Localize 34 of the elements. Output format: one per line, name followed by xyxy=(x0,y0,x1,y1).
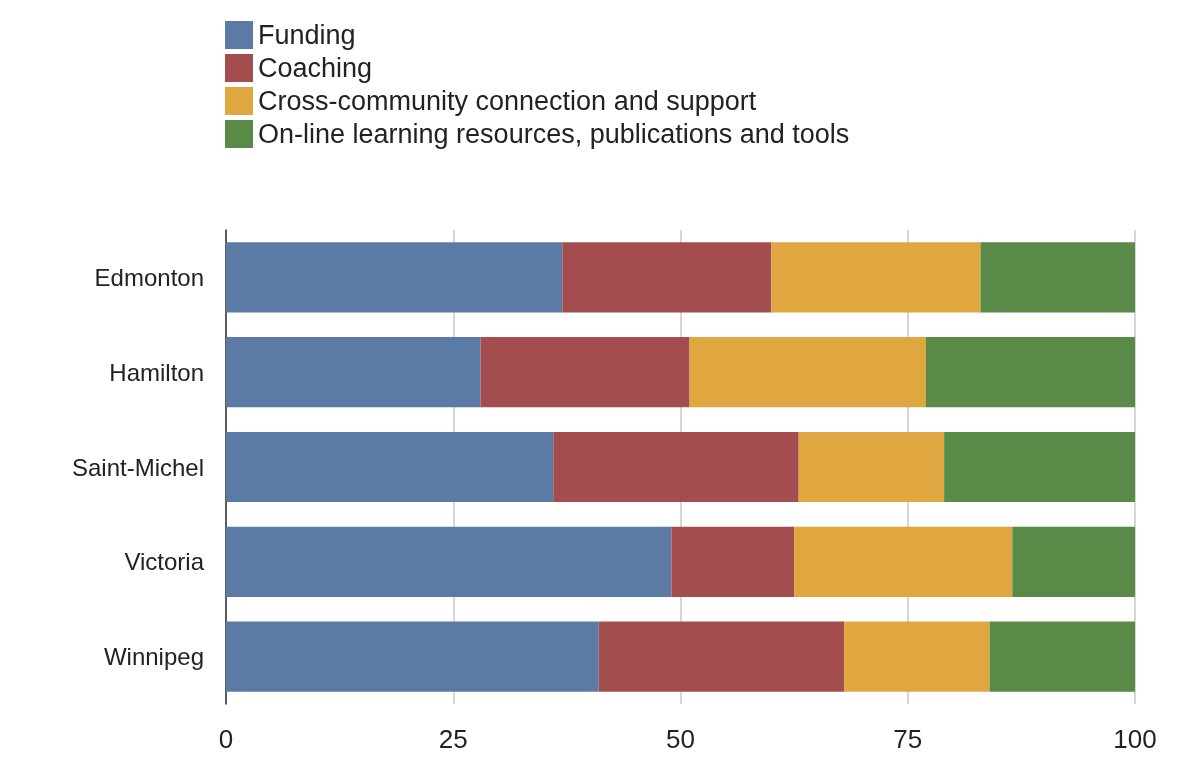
bar xyxy=(944,431,1135,503)
y-tick-label: Victoria xyxy=(124,548,205,576)
bar xyxy=(689,337,926,408)
bar xyxy=(794,526,1013,597)
legend-label: Cross-community connection and support xyxy=(258,86,757,116)
bar xyxy=(226,431,554,503)
bar xyxy=(553,431,799,503)
y-tick-label: Edmonton xyxy=(94,263,204,291)
bar xyxy=(925,337,1135,408)
y-tick-label: Hamilton xyxy=(109,358,204,386)
bar xyxy=(771,242,981,313)
x-tick-label: 75 xyxy=(893,724,923,754)
bar xyxy=(226,526,672,597)
y-tick-label: Saint-Michel xyxy=(71,453,204,481)
bar xyxy=(562,242,772,313)
bar xyxy=(226,621,599,692)
bar xyxy=(989,621,1135,692)
legend-label: On-line learning resources, publications and tools xyxy=(258,119,850,149)
bar xyxy=(980,242,1135,313)
y-tick-label: Winnipeg xyxy=(103,643,204,671)
legend-label: Funding xyxy=(258,20,356,50)
bar xyxy=(226,337,481,408)
x-tick-label: 0 xyxy=(218,724,234,754)
bar xyxy=(226,242,563,313)
x-tick-label: 100 xyxy=(1113,724,1157,754)
bar xyxy=(480,337,690,408)
bar xyxy=(671,526,795,597)
legend-label: Coaching xyxy=(258,53,373,83)
bar xyxy=(1012,526,1135,597)
x-tick-label: 25 xyxy=(438,724,468,754)
x-tick-label: 50 xyxy=(666,724,695,754)
bar xyxy=(844,621,990,692)
bar xyxy=(798,431,945,503)
bar xyxy=(598,621,845,692)
